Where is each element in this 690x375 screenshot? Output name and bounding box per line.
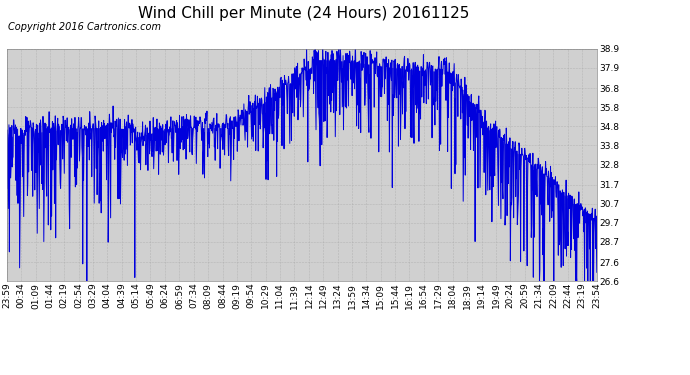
Text: Wind Chill per Minute (24 Hours) 20161125: Wind Chill per Minute (24 Hours) 2016112… (138, 6, 469, 21)
Text: Temperature  (°F): Temperature (°F) (511, 22, 590, 31)
Text: Copyright 2016 Cartronics.com: Copyright 2016 Cartronics.com (8, 22, 161, 33)
